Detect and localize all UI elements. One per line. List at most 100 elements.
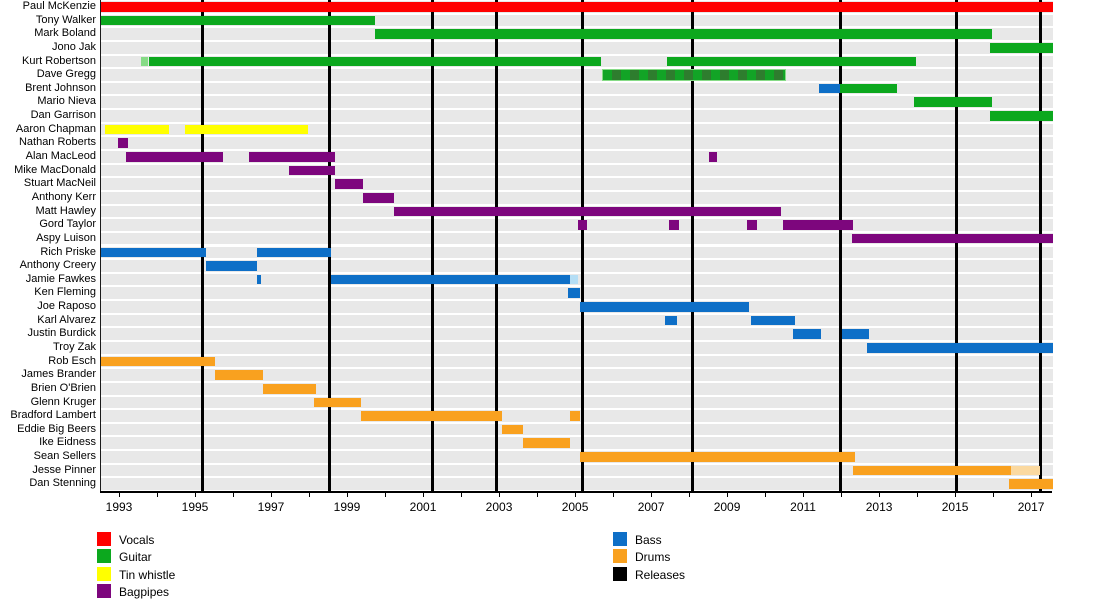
drums-bar (361, 411, 502, 421)
axis-tick (119, 493, 120, 497)
member-name-label: Stuart MacNeil (23, 177, 96, 190)
release-marker-line (1038, 0, 1042, 491)
bass-light-bar (570, 274, 578, 285)
member-name-label: Eddie Big Beers (17, 422, 96, 435)
legend: Vocals Guitar Tin whistle Bagpipes Bass Drums… (0, 528, 1100, 600)
timeline-row (101, 164, 1053, 178)
member-name-label: Mario Nieva (37, 95, 96, 108)
axis-tick (841, 493, 843, 497)
member-name-label: Bradford Lambert (10, 409, 96, 422)
timeline-row (101, 41, 1053, 55)
row-background (101, 328, 1053, 340)
timeline-row (101, 150, 1053, 164)
drums-bar (570, 411, 580, 421)
legend-label: Guitar (119, 550, 152, 565)
member-name-label: Dan Stenning (29, 477, 96, 490)
timeline-row (101, 423, 1053, 437)
axis-year-label: 1993 (105, 500, 133, 514)
member-name-label: Aspy Luison (36, 231, 96, 244)
guitar-bar (667, 56, 917, 67)
axis-year-label: 2013 (865, 500, 893, 514)
release-marker-line (430, 0, 434, 491)
legend-swatch-bagpipes (97, 583, 111, 598)
timeline-row (101, 450, 1053, 464)
axis-tick (347, 493, 349, 497)
tin-whistle-bar (184, 124, 309, 135)
member-name-label: Sean Sellers (33, 450, 96, 463)
timeline-row (101, 14, 1053, 28)
legend-swatch-vocals (97, 532, 111, 546)
axis-year-label: 1995 (181, 500, 209, 514)
member-name-label: Kurt Robertson (22, 54, 96, 67)
legend-label: Bass (635, 533, 662, 547)
drums-bar (501, 424, 523, 435)
axis-tick (993, 493, 995, 497)
timeline-row (101, 341, 1053, 355)
axis-year-label: 1997 (257, 500, 285, 514)
member-name-label: Jono Jak (51, 40, 96, 53)
bagpipes-bar (334, 179, 364, 189)
row-background (101, 355, 1053, 368)
drums-bar (853, 465, 1012, 476)
member-name-label: Ken Fleming (34, 286, 96, 299)
axis-tick (765, 493, 767, 497)
drums-bar (215, 370, 263, 380)
guitar-light-bar (140, 56, 149, 67)
member-name-label: Nathan Roberts (18, 136, 96, 149)
member-name-label: Anthony Kerr (31, 190, 96, 203)
guitar-bar (148, 56, 601, 67)
axis-year-label: 2011 (790, 500, 816, 514)
bagpipes-bar (289, 165, 335, 176)
timeline-row (101, 109, 1053, 123)
row-background (101, 151, 1053, 163)
axis-tick (689, 493, 691, 497)
release-marker-line (200, 0, 204, 491)
legend-label: Bagpipes (119, 584, 170, 599)
row-background (101, 464, 1053, 477)
member-name-label: Gord Taylor (39, 218, 96, 231)
release-marker-line (955, 0, 959, 491)
axis-tick (955, 493, 957, 497)
legend-swatch-drums (613, 549, 627, 564)
legend-label: Drums (635, 550, 671, 565)
axis-year-label: 1999 (333, 500, 361, 514)
guitar-bar (990, 111, 1053, 121)
guitar-bar (990, 42, 1053, 53)
member-name-label: Brent Johnson (25, 81, 96, 94)
member-name-label: Alan MacLeod (25, 150, 96, 163)
timeline-row (101, 382, 1053, 396)
row-background (101, 451, 1053, 463)
member-name-label: Aaron Chapman (15, 122, 96, 135)
member-name-label: Mark Boland (34, 27, 96, 40)
axis-year-label: 2005 (561, 500, 589, 514)
axis-tick (1031, 493, 1033, 497)
member-name-label: Paul McKenzie (22, 0, 96, 12)
member-name-label: Matt Hawley (35, 204, 96, 217)
bass-bar (568, 288, 580, 299)
timeline-row (101, 218, 1053, 232)
row-background (101, 423, 1053, 436)
timeline-row (101, 477, 1053, 491)
timeline-row (101, 136, 1053, 150)
axis-tick (157, 493, 158, 497)
timeline-row (101, 300, 1053, 314)
row-background (101, 96, 1053, 109)
bagpipes-bar (851, 233, 1053, 244)
bagpipes-bar (577, 220, 588, 230)
axis-tick (499, 493, 501, 497)
axis-tick (575, 493, 577, 497)
row-background (101, 41, 1053, 54)
bagpipes-bar (393, 206, 782, 217)
timeline-row (101, 355, 1053, 369)
drums-bar (101, 356, 215, 367)
release-marker-line (839, 0, 843, 491)
timeline-row (101, 327, 1053, 341)
x-axis-years: 1993 1995 1997 1999 2001 2003 2005 2007 2009 2011… (100, 491, 1052, 523)
release-marker-line (495, 0, 499, 491)
axis-tick (537, 493, 539, 497)
row-background (101, 382, 1053, 395)
axis-year-label: 2017 (1017, 500, 1045, 514)
timeline-row (101, 95, 1053, 109)
axis-tick (423, 493, 425, 497)
timeline-row (101, 191, 1053, 205)
